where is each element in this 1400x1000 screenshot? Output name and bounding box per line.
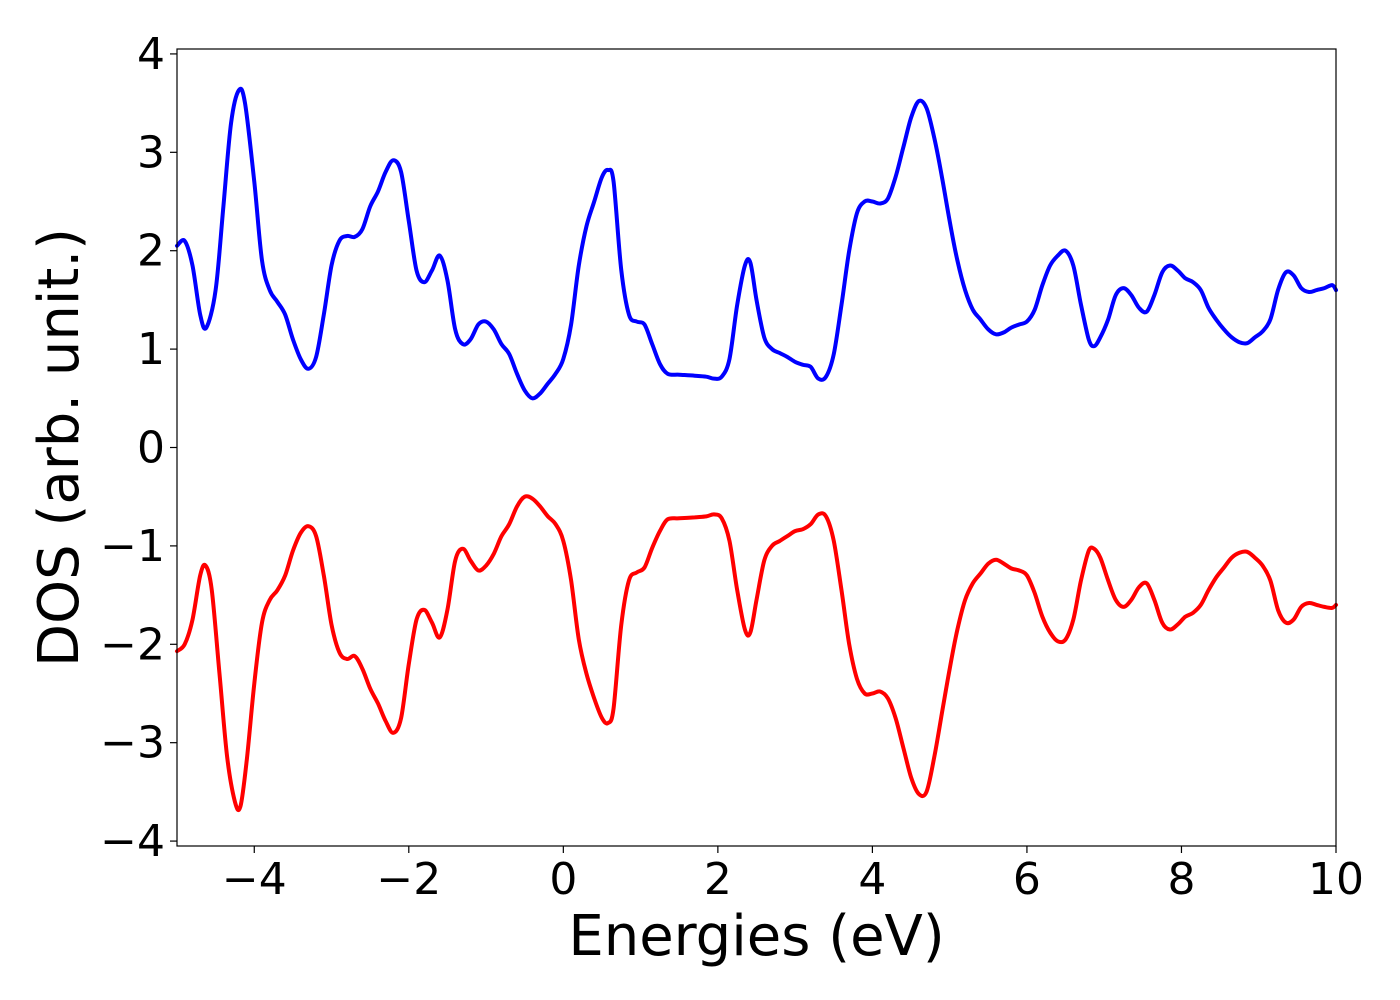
y-tick-label: 1 (137, 324, 165, 375)
x-tick-label: −2 (376, 854, 441, 905)
x-axis-label: Energies (eV) (568, 904, 944, 969)
y-tick-label: 3 (137, 127, 165, 178)
y-axis-ticks: −4 −3 −2 −1 0 1 2 3 4 (100, 29, 177, 867)
y-tick-label: −1 (100, 521, 165, 572)
y-tick-label: 0 (137, 423, 165, 474)
y-tick-label: 4 (137, 29, 165, 80)
x-tick-label: 4 (858, 854, 886, 905)
y-tick-label: −4 (100, 816, 165, 867)
x-tick-label: 0 (549, 854, 577, 905)
x-tick-label: 10 (1308, 854, 1364, 905)
plot-frame (176, 48, 1337, 847)
dos-series-negative (175, 494, 1338, 813)
series-layer (175, 86, 1338, 813)
y-tick-label: −3 (100, 718, 165, 769)
y-tick-label: 2 (137, 226, 165, 277)
x-axis-ticks: −4 −2 0 2 4 6 8 10 (222, 846, 1364, 905)
x-tick-label: 8 (1167, 854, 1195, 905)
x-tick-label: 6 (1013, 854, 1041, 905)
x-tick-label: −4 (222, 854, 287, 905)
y-axis-label: DOS (arb. unit.) (27, 228, 92, 667)
y-tick-label: −2 (100, 619, 165, 670)
dos-series-positive (175, 86, 1338, 401)
x-tick-label: 2 (704, 854, 732, 905)
